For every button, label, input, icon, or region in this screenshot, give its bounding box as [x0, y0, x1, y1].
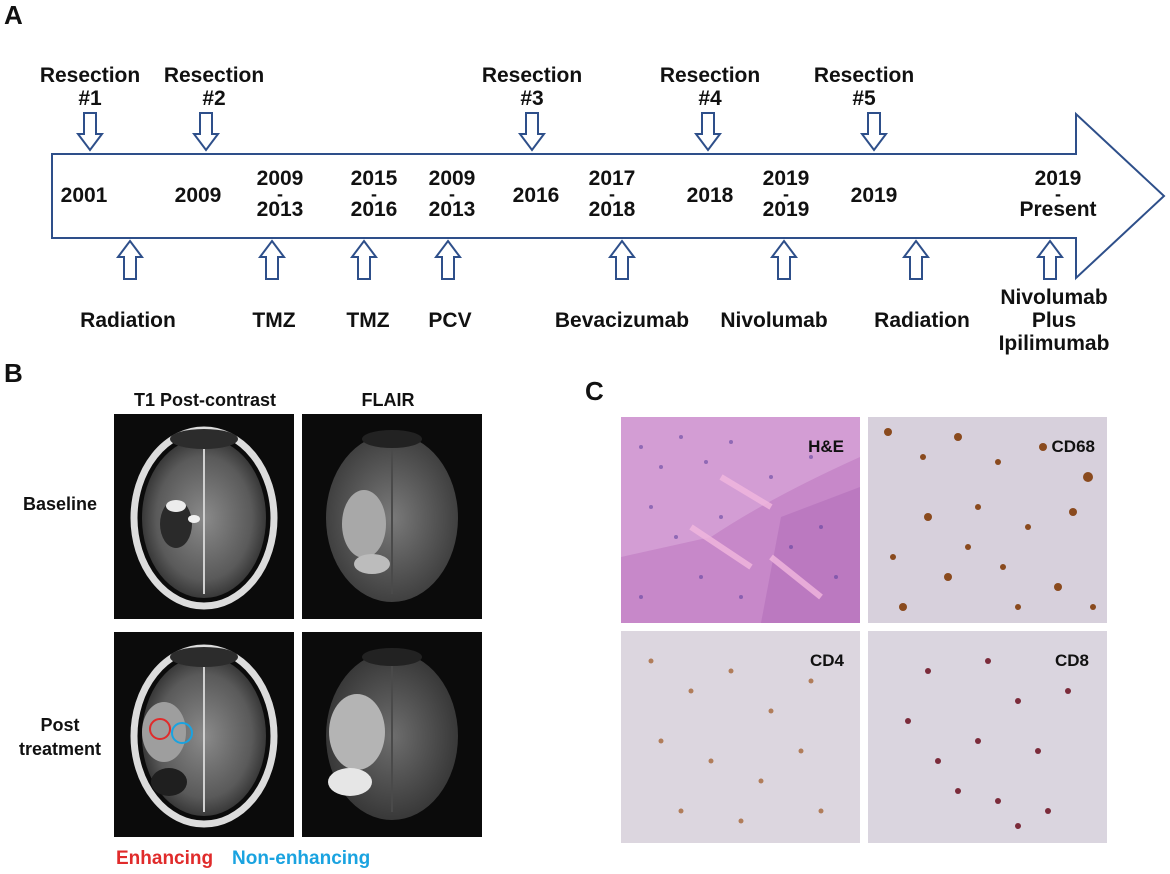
histology-cd8: CD8: [868, 631, 1107, 843]
year-8: 2018: [686, 184, 734, 207]
resection-label-3: Resection #3: [481, 64, 583, 110]
stain-label-cd68: CD68: [1051, 437, 1095, 456]
resection-arrows: [76, 112, 888, 152]
resection-label-1: Resection #1: [39, 64, 141, 110]
legend-enhancing: Enhancing: [116, 848, 214, 869]
year-6: 2016: [512, 184, 560, 207]
histology-he: H&E: [621, 417, 860, 623]
treatment-arrows: [116, 239, 1064, 280]
mri-flair-post-treatment: [302, 632, 482, 837]
treatment-label-3: TMZ: [346, 309, 390, 332]
enhancing-circle: [149, 718, 171, 740]
treatment-label-6: Nivolumab: [720, 309, 828, 332]
year-7: 2017-2018: [588, 167, 636, 221]
down-arrow-3: [518, 112, 546, 152]
row-label-baseline: Baseline: [22, 494, 98, 514]
down-arrow-2: [192, 112, 220, 152]
non-enhancing-circle: [171, 722, 193, 744]
mri-t1-baseline: [114, 414, 294, 619]
histology-cd68: CD68: [868, 417, 1107, 623]
year-5: 2009-2013: [428, 167, 476, 221]
treatment-label-4: PCV: [428, 309, 472, 332]
column-header-flair: FLAIR: [361, 390, 415, 410]
up-arrow-7: [902, 239, 930, 280]
resection-label-4: Resection #4: [659, 64, 761, 110]
down-arrow-4: [694, 112, 722, 152]
column-header-t1: T1 Post-contrast: [133, 390, 277, 410]
row-label-post-treatment: Post treatment: [18, 715, 102, 759]
stain-label-cd8: CD8: [1054, 651, 1089, 670]
panel-b-letter: B: [4, 358, 23, 388]
up-arrow-5: [608, 239, 636, 280]
panel-a-letter: A: [4, 0, 23, 30]
mri-flair-baseline: [302, 414, 482, 619]
timeline-arrow: [51, 111, 1166, 281]
up-arrow-6: [770, 239, 798, 280]
up-arrow-3: [350, 239, 378, 280]
mri-t1-post-treatment: [114, 632, 294, 837]
treatment-label-1: Radiation: [80, 309, 176, 332]
year-3: 2009-2013: [256, 167, 304, 221]
treatment-label-5: Bevacizumab: [554, 309, 690, 332]
up-arrow-8: [1036, 239, 1064, 280]
up-arrow-4: [434, 239, 462, 280]
resection-label-2: Resection #2: [163, 64, 265, 110]
timeline-diagram: [51, 111, 1166, 281]
histology-cd4: CD4: [621, 631, 860, 843]
year-1: 2001: [60, 184, 108, 207]
down-arrow-1: [76, 112, 104, 152]
treatment-label-8: Nivolumab Plus Ipilimumab: [998, 286, 1110, 355]
year-9: 2019-2019: [762, 167, 810, 221]
legend-non-enhancing: Non-enhancing: [232, 848, 371, 869]
year-11: 2019- Present: [1019, 167, 1097, 221]
year-10: 2019: [850, 184, 898, 207]
stain-label-cd4: CD4: [809, 651, 844, 670]
resection-label-5: Resection #5: [813, 64, 915, 110]
up-arrow-1: [116, 239, 144, 280]
down-arrow-5: [860, 112, 888, 152]
treatment-label-7: Radiation: [874, 309, 970, 332]
year-4: 2015-2016: [350, 167, 398, 221]
stain-label-he: H&E: [808, 437, 844, 456]
up-arrow-2: [258, 239, 286, 280]
panel-c-letter: C: [585, 376, 604, 406]
treatment-label-2: TMZ: [252, 309, 296, 332]
year-2: 2009: [174, 184, 222, 207]
